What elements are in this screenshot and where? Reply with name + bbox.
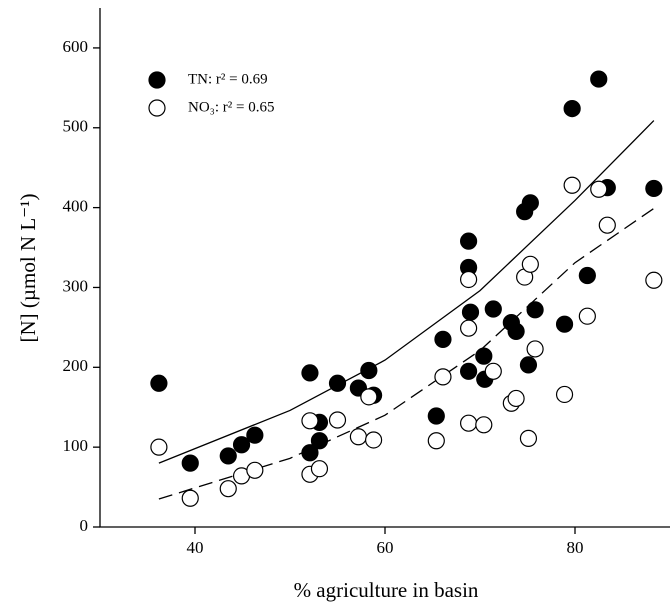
point <box>434 368 452 386</box>
point <box>360 361 378 380</box>
y-tick-label: 100 <box>63 436 89 455</box>
point <box>427 432 445 450</box>
point <box>328 411 347 429</box>
point <box>484 300 502 318</box>
point <box>461 303 480 321</box>
point <box>150 438 168 456</box>
point <box>181 489 199 507</box>
x-tick-label: 40 <box>187 538 204 557</box>
point <box>181 454 199 472</box>
y-tick-label: 400 <box>63 197 89 216</box>
legend-marker <box>148 71 166 89</box>
x-tick-label: 80 <box>567 538 584 557</box>
point <box>526 301 544 319</box>
point <box>578 307 596 325</box>
point <box>507 322 525 340</box>
point <box>555 385 574 404</box>
point <box>590 70 608 88</box>
point <box>484 362 502 380</box>
point <box>526 340 544 358</box>
point <box>521 255 539 273</box>
point <box>460 362 478 380</box>
legend-marker <box>148 99 166 117</box>
legend-label: NO₃: r² = 0.65 <box>188 99 275 115</box>
point <box>427 407 445 425</box>
point <box>460 414 478 432</box>
point <box>475 347 493 365</box>
y-tick-label: 300 <box>63 276 89 295</box>
point <box>301 412 319 430</box>
y-tick-label: 0 <box>80 516 89 535</box>
point <box>219 447 237 465</box>
point <box>434 330 452 348</box>
fit-curve <box>158 207 655 500</box>
point <box>563 100 581 118</box>
point <box>555 315 574 333</box>
point <box>246 426 264 444</box>
y-axis-label: [N] (µmol N L⁻¹) <box>16 193 40 342</box>
y-tick-label: 200 <box>63 356 89 375</box>
point <box>460 319 478 337</box>
point <box>360 388 378 406</box>
point <box>365 431 383 449</box>
point <box>460 270 478 289</box>
x-axis-label: % agriculture in basin <box>294 578 479 602</box>
point <box>507 389 525 408</box>
point <box>519 429 538 447</box>
point <box>150 374 168 392</box>
y-tick-label: 500 <box>63 117 89 136</box>
point <box>232 436 251 454</box>
point <box>301 364 319 382</box>
point <box>645 271 663 289</box>
point <box>645 179 663 198</box>
fit-curve <box>158 120 655 464</box>
point <box>310 460 329 478</box>
point <box>521 194 539 212</box>
point <box>328 374 347 392</box>
point <box>460 232 478 250</box>
point <box>219 480 237 498</box>
point <box>598 216 616 234</box>
legend-label: TN: r² = 0.69 <box>188 71 268 87</box>
point <box>563 176 581 194</box>
point <box>590 180 608 198</box>
point <box>578 266 596 285</box>
point <box>519 356 538 374</box>
point <box>475 416 493 434</box>
point <box>349 428 367 446</box>
point <box>246 461 264 479</box>
point <box>301 444 319 462</box>
x-tick-label: 60 <box>377 538 394 557</box>
y-tick-label: 600 <box>63 37 89 56</box>
point <box>310 432 329 450</box>
